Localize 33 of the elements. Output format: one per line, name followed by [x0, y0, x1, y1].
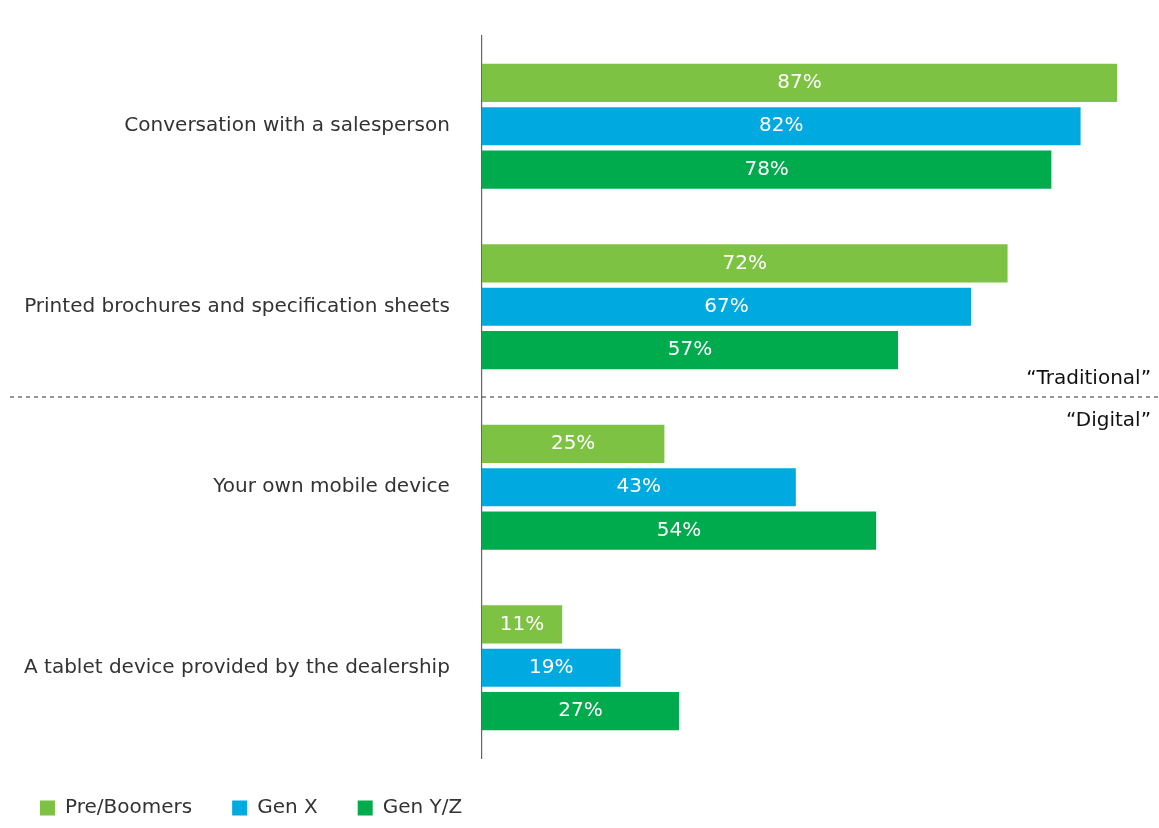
bar: [481, 648, 621, 687]
data-label: 72%: [722, 249, 767, 274]
bar: [481, 107, 1081, 146]
data-label: 11%: [499, 610, 545, 635]
data-label: 87%: [777, 69, 822, 94]
annotation: “Traditional”: [1026, 365, 1151, 390]
bar: [481, 244, 1008, 283]
legend-label: Pre/Boomers: [65, 794, 193, 819]
bar: [481, 63, 1118, 102]
data-label: 43%: [616, 473, 662, 498]
data-label: 25%: [550, 430, 596, 455]
legend-label: Gen X: [257, 794, 318, 819]
data-label: 78%: [744, 155, 789, 180]
bar: [481, 150, 1052, 189]
bar: [481, 331, 899, 370]
y-tick-label: Printed brochures and specification sheets: [24, 292, 450, 317]
y-tick-label: A tablet device provided by the dealership: [24, 653, 450, 678]
data-label: 82%: [759, 112, 804, 137]
data-label: 19%: [529, 653, 574, 678]
bar: [481, 692, 679, 731]
bar: [481, 468, 796, 507]
bar: [481, 511, 877, 550]
bar: [481, 605, 563, 644]
data-label: 57%: [667, 336, 713, 361]
data-label: 54%: [656, 516, 702, 541]
bar: [481, 424, 665, 463]
data-label: 67%: [704, 292, 749, 317]
y-tick-label: Conversation with a salesperson: [124, 112, 450, 137]
legend-label: Gen Y/Z: [382, 794, 463, 819]
y-tick-label: Your own mobile device: [212, 473, 450, 498]
bar: [481, 287, 972, 326]
annotation: “Digital”: [1066, 407, 1151, 432]
data-label: 27%: [558, 697, 603, 722]
